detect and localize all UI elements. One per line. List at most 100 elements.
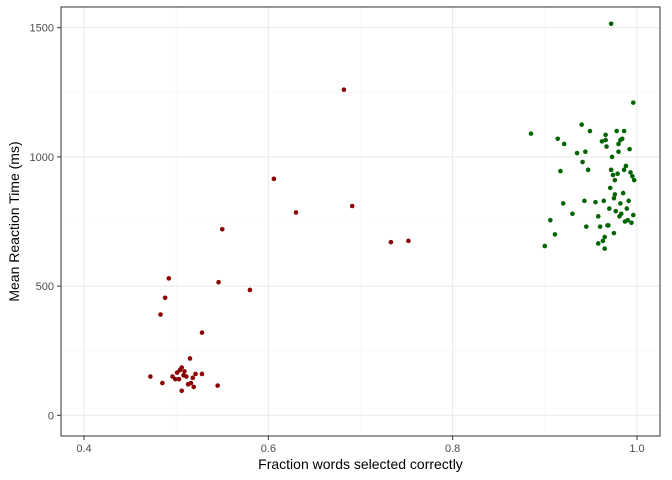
data-point (188, 380, 194, 386)
data-point (162, 295, 168, 301)
data-point (610, 172, 616, 178)
data-point (199, 330, 205, 335)
data-point (580, 159, 585, 165)
data-point (601, 198, 607, 204)
x-axis-title: Fraction words selected correctly (258, 456, 463, 472)
data-point (611, 195, 617, 201)
data-point (582, 198, 587, 204)
data-point (179, 388, 185, 394)
x-axis-tick-labels: 0.4 0.6 0.8 1.0 (76, 443, 644, 455)
data-point (602, 246, 608, 251)
data-point (625, 217, 631, 223)
data-point (191, 384, 197, 390)
data-point (215, 383, 220, 388)
data-point (561, 141, 567, 147)
data-point (199, 371, 205, 377)
x-tick-label: 0.4 (76, 443, 91, 455)
data-point (608, 167, 614, 173)
data-point (630, 100, 636, 105)
data-point (570, 211, 575, 217)
data-point (609, 154, 615, 160)
data-point (616, 141, 621, 147)
data-point (612, 177, 618, 183)
data-point (579, 122, 584, 127)
data-point (528, 131, 534, 136)
data-point (184, 374, 189, 379)
data-point (595, 214, 601, 219)
data-point (341, 87, 347, 92)
data-point (599, 139, 605, 144)
x-tick-label: 0.8 (445, 443, 460, 455)
data-point (597, 224, 603, 229)
data-point (406, 238, 411, 244)
x-tick-label: 0.6 (261, 443, 276, 455)
data-point (629, 220, 634, 226)
data-point (182, 369, 187, 374)
y-axis-title: Mean Reaction Time (ms) (6, 141, 22, 301)
y-axis-tick-labels: 0 500 1000 1500 (30, 23, 54, 423)
data-point (176, 376, 182, 382)
y-tick-label: 1500 (30, 23, 54, 35)
data-point (614, 128, 619, 134)
data-point (388, 239, 394, 245)
data-point (606, 223, 611, 228)
data-point (216, 279, 221, 285)
data-point (555, 136, 561, 142)
data-point (616, 149, 621, 155)
data-point (604, 144, 609, 149)
data-point (593, 199, 598, 205)
data-point (603, 132, 608, 138)
data-point (621, 128, 627, 134)
data-point (618, 201, 623, 206)
data-point (552, 232, 558, 237)
data-point (615, 171, 620, 176)
data-point (627, 146, 632, 152)
data-point (620, 190, 626, 196)
data-point (179, 365, 185, 370)
data-point (560, 201, 566, 206)
data-point (613, 208, 619, 214)
data-point (558, 168, 563, 174)
data-point (607, 185, 613, 191)
data-point (612, 192, 618, 197)
data-point (247, 287, 253, 293)
data-point (583, 149, 588, 155)
data-point (293, 210, 299, 215)
data-point (624, 206, 630, 211)
data-point (585, 167, 591, 173)
minor-grid (61, 7, 660, 436)
y-tick-label: 1000 (30, 152, 54, 164)
data-point (631, 177, 637, 183)
data-point (621, 167, 627, 173)
y-tick-label: 500 (36, 281, 54, 293)
data-point (158, 312, 163, 317)
data-point (611, 230, 617, 236)
data-point (187, 356, 193, 361)
x-tick-label: 1.0 (629, 443, 644, 455)
data-point (166, 276, 172, 281)
data-point (574, 150, 580, 156)
data-point (548, 217, 553, 223)
data-point (600, 238, 606, 244)
major-grid (61, 7, 660, 436)
panel-border (60, 6, 661, 437)
data-point (619, 136, 625, 142)
data-point (583, 224, 589, 229)
data-point (160, 380, 165, 386)
data-point (349, 203, 355, 209)
data-point (190, 375, 196, 381)
data-point (630, 173, 635, 179)
y-tick-label: 0 (48, 410, 54, 422)
data-point (193, 371, 198, 377)
data-points (148, 21, 637, 394)
data-point (542, 243, 548, 249)
data-point (623, 163, 629, 169)
data-point (630, 212, 636, 218)
data-point (271, 176, 277, 182)
axis-ticks (57, 27, 638, 440)
data-point (602, 234, 608, 240)
data-point (219, 226, 225, 232)
data-point (618, 211, 624, 217)
data-point (603, 137, 608, 143)
